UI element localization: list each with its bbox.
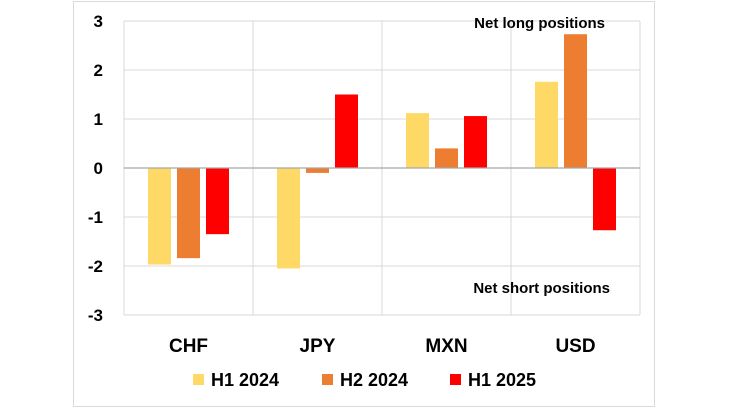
legend-label: H1 2025 <box>468 370 536 390</box>
bar-chf-h2-2024 <box>177 168 200 259</box>
bar-jpy-h1-2024 <box>277 168 300 269</box>
legend: H1 2024 H2 2024 H1 2025 <box>193 370 536 390</box>
bar-mxn-h1-2024 <box>406 113 429 168</box>
bar-jpy-h2-2024 <box>306 168 329 173</box>
x-axis-ticks: CHF JPY MXN USD <box>169 336 596 357</box>
legend-label: H1 2024 <box>211 370 279 390</box>
bar-usd-h2-2024 <box>564 34 587 169</box>
legend-label: H2 2024 <box>340 370 408 390</box>
bar-usd-h1-2025 <box>593 168 616 231</box>
y-tick-label: 0 <box>94 159 103 178</box>
bar-jpy-h1-2025 <box>335 94 358 168</box>
legend-swatch <box>193 374 204 385</box>
y-tick-label: -3 <box>88 306 103 325</box>
annotation-net-short: Net short positions <box>473 280 610 297</box>
x-tick-label: JPY <box>300 336 336 357</box>
x-tick-label: MXN <box>425 336 467 357</box>
y-tick-label: 2 <box>94 61 103 80</box>
y-tick-label: 1 <box>94 110 103 129</box>
x-tick-label: USD <box>555 336 595 357</box>
bar-chf-h1-2025 <box>206 168 229 235</box>
bars <box>148 34 616 269</box>
y-tick-label: -1 <box>88 208 103 227</box>
legend-swatch <box>322 374 333 385</box>
x-tick-label: CHF <box>169 336 208 357</box>
y-tick-label: 3 <box>94 12 103 31</box>
bar-usd-h1-2024 <box>535 81 558 168</box>
annotation-net-long: Net long positions <box>474 15 605 32</box>
legend-swatch <box>450 374 461 385</box>
y-tick-label: -2 <box>88 257 103 276</box>
y-axis-ticks: 3 2 1 0 -1 -2 -3 <box>88 12 103 325</box>
bar-chf-h1-2024 <box>148 168 171 265</box>
bar-mxn-h2-2024 <box>435 148 458 168</box>
bar-mxn-h1-2025 <box>464 116 487 168</box>
